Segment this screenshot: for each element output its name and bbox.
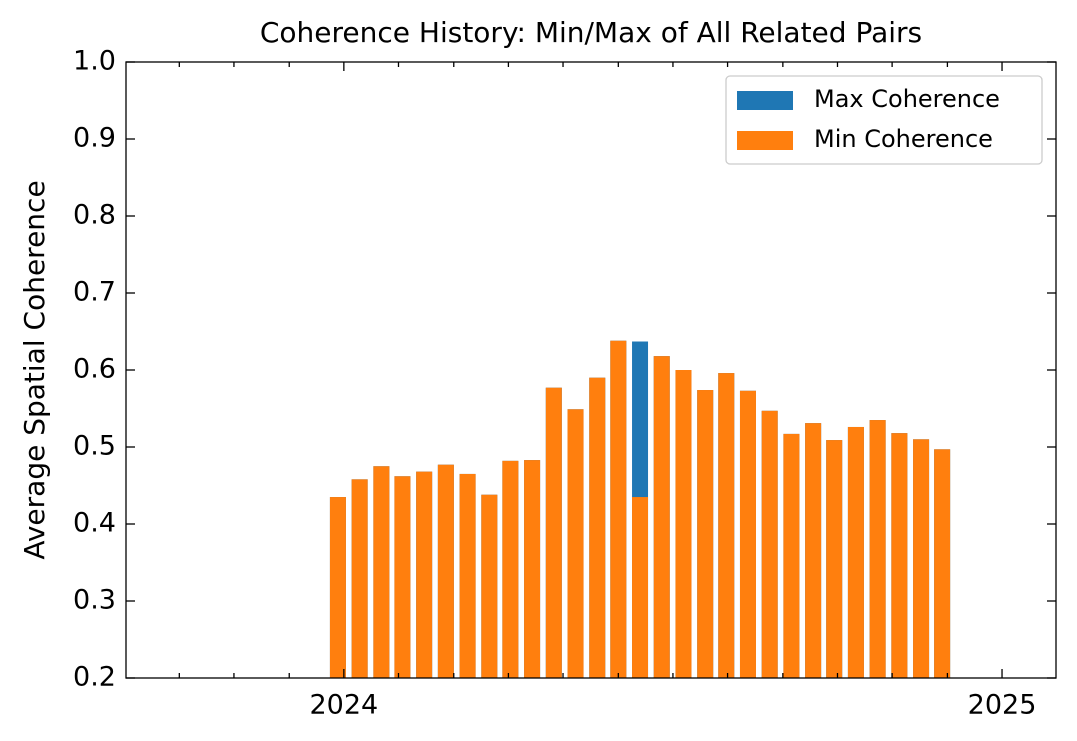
legend-swatch: [737, 131, 793, 150]
y-tick-label: 0.5: [73, 431, 116, 462]
bar: [373, 466, 390, 678]
bar: [416, 471, 433, 678]
bar: [653, 356, 670, 678]
bar: [459, 473, 476, 678]
bar: [783, 433, 800, 678]
y-tick-label: 0.7: [73, 277, 116, 308]
legend-box: [725, 75, 1043, 165]
legend-swatch: [737, 91, 793, 110]
bar: [632, 497, 649, 678]
bar: [610, 340, 627, 678]
y-tick-label: 1.0: [73, 46, 116, 77]
bar: [589, 377, 606, 678]
bar: [567, 409, 584, 678]
bar: [437, 464, 454, 678]
bar: [675, 370, 692, 678]
y-tick-label: 0.3: [73, 585, 116, 616]
bar: [718, 373, 735, 678]
bar: [697, 390, 714, 678]
bar: [351, 479, 368, 678]
bar: [805, 423, 822, 678]
bar: [761, 410, 778, 678]
bar: [329, 497, 346, 678]
legend-label: Min Coherence: [814, 125, 993, 153]
y-tick-label: 0.4: [73, 508, 116, 539]
bar: [934, 449, 951, 678]
x-tick-label: 2025: [968, 690, 1037, 721]
bar: [481, 494, 498, 678]
legend-label: Max Coherence: [814, 85, 1000, 113]
bar: [891, 433, 908, 678]
bar: [502, 460, 519, 678]
bar: [913, 439, 930, 678]
bar: [869, 420, 886, 678]
bar: [545, 387, 562, 678]
y-tick-label: 0.2: [73, 662, 116, 693]
bar: [847, 426, 864, 678]
y-tick-label: 0.8: [73, 200, 116, 231]
bar: [524, 460, 541, 678]
bar: [739, 390, 756, 678]
y-axis-label: Average Spatial Coherence: [18, 180, 51, 559]
chart-title: Coherence History: Min/Max of All Relate…: [260, 16, 922, 49]
y-tick-label: 0.9: [73, 123, 116, 154]
y-tick-label: 0.6: [73, 354, 116, 385]
x-tick-label: 2024: [309, 690, 378, 721]
bar: [394, 476, 411, 678]
bar: [826, 440, 843, 678]
